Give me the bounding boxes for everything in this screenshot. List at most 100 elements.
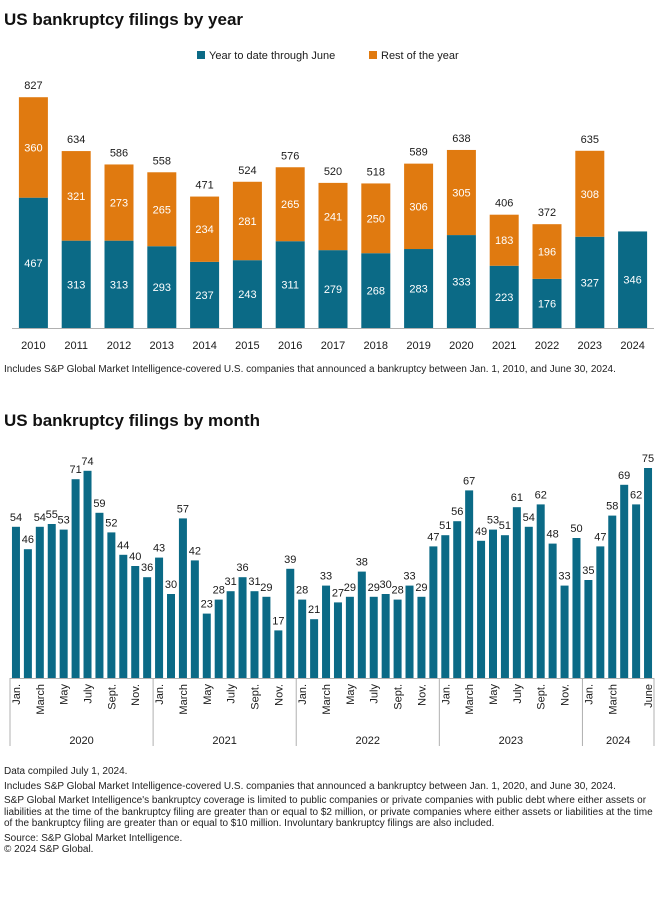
x-tick-2010: 2010 — [21, 340, 45, 352]
bar-label-ytd-2015: 243 — [238, 289, 256, 301]
month-bar-7 — [95, 512, 104, 678]
bar-total-2021: 406 — [495, 198, 513, 210]
bar-label-ytd-2012: 313 — [110, 279, 128, 291]
bar-rest-2017 — [318, 182, 348, 251]
month-bar-31 — [381, 594, 390, 678]
month-bar-20 — [250, 591, 259, 678]
bar-total-2018: 518 — [367, 166, 385, 178]
month-bar-label-40: 53 — [487, 515, 499, 527]
month-bar-label-16: 23 — [201, 599, 213, 611]
month-bar-label-11: 36 — [141, 562, 153, 574]
bar-rest-2013 — [147, 172, 177, 247]
month-bar-11 — [143, 577, 152, 678]
month-bar-label-17: 28 — [213, 585, 225, 597]
bar-label-rest-2010: 360 — [24, 142, 42, 154]
month-tick-2023-2: May — [488, 684, 500, 705]
month-bar-label-18: 31 — [225, 576, 237, 588]
month-bar-label-43: 54 — [523, 512, 535, 524]
bar-label-ytd-2019: 283 — [409, 284, 427, 296]
month-bar-label-27: 27 — [332, 587, 344, 599]
bar-total-2015: 524 — [238, 165, 256, 177]
month-bar-34 — [417, 596, 426, 678]
month-tick-2021-3: July — [226, 684, 238, 704]
month-bar-10 — [131, 566, 140, 678]
x-tick-2020: 2020 — [449, 340, 473, 352]
month-bar-45 — [548, 543, 557, 678]
month-bar-30 — [369, 596, 378, 678]
annual-chart-note: Includes S&P Global Market Intelligence-… — [4, 364, 616, 375]
bar-rest-2021 — [489, 214, 519, 266]
bar-total-2019: 589 — [409, 147, 427, 159]
bar-label-ytd-2014: 237 — [195, 290, 213, 302]
month-bar-1 — [23, 549, 32, 678]
footer-notes: Data compiled July 1, 2024. Includes S&P… — [4, 766, 654, 859]
month-bar-0 — [11, 526, 20, 678]
footer-source: Source: S&P Global Market Intelligence. — [4, 832, 183, 844]
month-bar-label-51: 69 — [618, 470, 630, 482]
year-label-2023: 2023 — [499, 735, 523, 747]
month-tick-2022-4: Sept. — [393, 684, 405, 710]
month-bar-label-25: 21 — [308, 604, 320, 616]
month-tick-2023-5: Nov. — [560, 684, 572, 706]
x-tick-2017: 2017 — [321, 340, 345, 352]
month-bar-label-33: 33 — [403, 571, 415, 583]
bar-ytd-2016 — [275, 241, 305, 328]
month-bar-43 — [524, 526, 533, 678]
month-bar-label-8: 52 — [105, 517, 117, 529]
month-bar-3 — [47, 524, 56, 678]
month-bar-40 — [489, 529, 497, 678]
month-bar-5 — [71, 479, 80, 678]
month-bar-label-10: 40 — [129, 551, 141, 563]
month-tick-2020-3: July — [83, 684, 95, 704]
bar-total-2013: 558 — [153, 155, 171, 167]
monthly-chart-title: US bankruptcy filings by month — [4, 411, 260, 430]
month-bar-38 — [465, 490, 474, 678]
month-tick-2022-5: Nov. — [416, 684, 428, 706]
bar-label-rest-2013: 265 — [153, 204, 171, 216]
month-bar-26 — [322, 585, 331, 678]
bar-rest-2016 — [275, 167, 305, 242]
x-tick-2014: 2014 — [192, 340, 216, 352]
month-tick-2023-3: July — [512, 684, 524, 704]
month-bar-42 — [512, 507, 521, 678]
month-bar-24 — [298, 599, 307, 678]
bar-total-2014: 471 — [195, 180, 213, 192]
month-bar-label-5: 71 — [69, 464, 81, 476]
month-bar-35 — [429, 546, 438, 678]
month-bar-52 — [632, 504, 641, 678]
month-bar-9 — [119, 554, 128, 678]
x-tick-2023: 2023 — [578, 340, 602, 352]
bar-ytd-2014 — [190, 261, 220, 328]
month-bar-51 — [620, 484, 629, 678]
year-label-2020: 2020 — [69, 735, 93, 747]
bar-label-rest-2022: 196 — [538, 247, 556, 259]
month-bar-27 — [333, 602, 342, 678]
x-tick-2019: 2019 — [406, 340, 430, 352]
month-tick-2024-2: June — [643, 684, 655, 708]
bar-total-2023: 635 — [581, 134, 599, 146]
month-bar-22 — [274, 630, 283, 678]
bar-label-rest-2012: 273 — [110, 198, 128, 210]
month-bar-label-13: 30 — [165, 579, 177, 591]
bar-total-2010: 827 — [24, 80, 42, 92]
month-tick-2022-3: July — [369, 684, 381, 704]
bar-ytd-2017 — [318, 250, 348, 328]
year-label-2024: 2024 — [606, 735, 630, 747]
month-bar-21 — [262, 596, 271, 678]
month-bar-13 — [167, 594, 175, 678]
month-bar-12 — [155, 557, 164, 678]
bar-ytd-2018 — [361, 253, 391, 328]
month-tick-2022-0: Jan. — [297, 684, 309, 705]
month-bar-19 — [238, 577, 247, 678]
x-tick-2013: 2013 — [150, 340, 174, 352]
month-tick-2024-1: March — [607, 684, 619, 715]
bar-label-rest-2015: 281 — [238, 216, 256, 228]
bar-rest-2011 — [61, 151, 91, 241]
month-bar-label-15: 42 — [189, 545, 201, 557]
month-bar-label-46: 33 — [558, 571, 570, 583]
bar-label-ytd-2024: 346 — [623, 275, 641, 287]
x-tick-2018: 2018 — [364, 340, 388, 352]
month-bar-label-34: 29 — [415, 582, 427, 594]
month-bar-48 — [584, 580, 593, 678]
